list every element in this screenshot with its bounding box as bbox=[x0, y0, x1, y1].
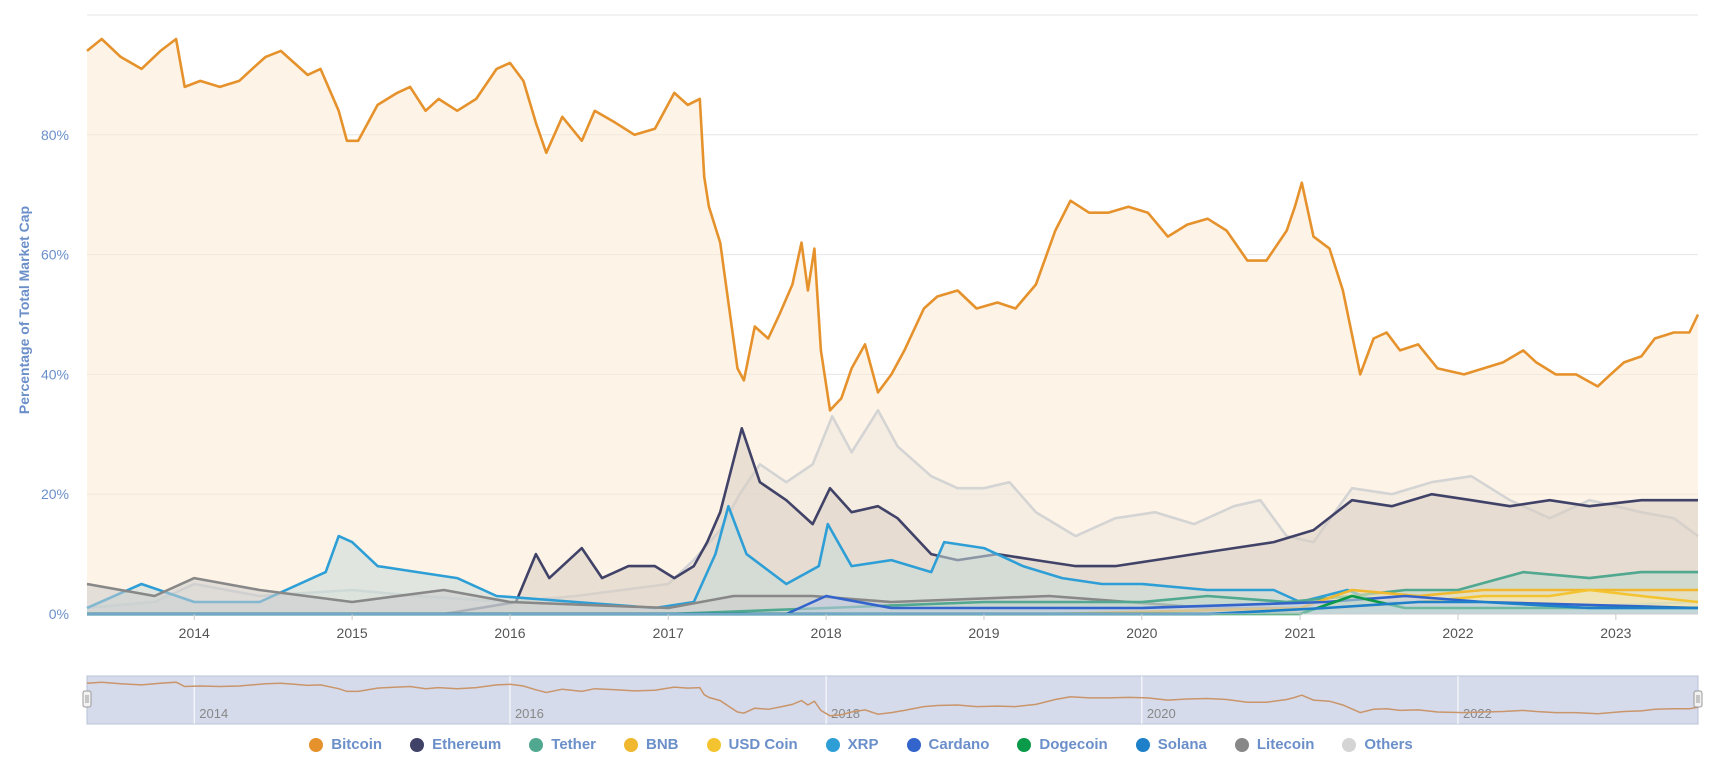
x-tick-label: 2023 bbox=[1600, 625, 1631, 641]
series-area bbox=[87, 578, 1698, 614]
legend-item-solana[interactable]: Solana bbox=[1135, 736, 1207, 753]
legend-dot-icon bbox=[1135, 737, 1150, 752]
series-area bbox=[87, 39, 1698, 614]
y-tick-label: 20% bbox=[41, 486, 69, 502]
series-ethereum[interactable] bbox=[87, 427, 1698, 616]
series-bitcoin[interactable] bbox=[86, 37, 1700, 614]
series-layer bbox=[86, 37, 1700, 616]
legend-label: USD Coin bbox=[728, 736, 798, 753]
legend-label: Tether bbox=[551, 736, 596, 753]
legend-item-others[interactable]: Others bbox=[1342, 736, 1413, 753]
legend-item-usd-coin[interactable]: USD Coin bbox=[706, 736, 798, 753]
market-cap-chart: 0% 20% 40% 60% 80% 2014 2015 2016 2017 2018 2019 20… bbox=[16, 14, 1703, 725]
legend-label: Bitcoin bbox=[331, 736, 383, 753]
y-tick-label: 40% bbox=[41, 366, 69, 382]
x-tick-label: 2022 bbox=[1442, 625, 1473, 641]
navigator-tick-label: 2022 bbox=[1463, 706, 1492, 721]
navigator-window[interactable] bbox=[86, 675, 1699, 725]
legend-dot-icon bbox=[410, 737, 425, 752]
x-tick-label: 2014 bbox=[179, 625, 210, 641]
legend-item-xrp[interactable]: XRP bbox=[825, 736, 879, 753]
legend-item-bnb[interactable]: BNB bbox=[624, 736, 679, 753]
legend-label: Solana bbox=[1157, 736, 1207, 753]
x-tick-label: 2015 bbox=[337, 625, 368, 641]
navigator[interactable]: 2014 2016 2018 2020 2022 bbox=[82, 675, 1703, 725]
legend-item-dogecoin[interactable]: Dogecoin bbox=[1017, 736, 1108, 753]
legend-item-cardano[interactable]: Cardano bbox=[906, 736, 990, 753]
x-tick-label: 2017 bbox=[653, 625, 684, 641]
navigator-handle-left[interactable] bbox=[82, 690, 92, 708]
legend-dot-icon bbox=[1234, 737, 1249, 752]
y-tick-label: 0% bbox=[49, 606, 69, 622]
legend-dot-icon bbox=[529, 737, 544, 752]
navigator-handle-right[interactable] bbox=[1693, 690, 1703, 708]
legend-label: Litecoin bbox=[1256, 736, 1315, 753]
legend-item-ethereum[interactable]: Ethereum bbox=[410, 736, 501, 753]
x-tick-label: 2020 bbox=[1126, 625, 1157, 641]
legend-label: Dogecoin bbox=[1039, 736, 1108, 753]
legend-item-tether[interactable]: Tether bbox=[529, 736, 596, 753]
navigator-series-line bbox=[86, 681, 1699, 717]
series-area bbox=[87, 602, 1698, 614]
legend-label: Others bbox=[1364, 736, 1413, 753]
legend-dot-icon bbox=[624, 737, 638, 752]
legend-dot-icon bbox=[825, 737, 840, 752]
navigator-tick-label: 2016 bbox=[515, 706, 544, 721]
y-tick-label: 80% bbox=[41, 127, 69, 143]
series-area bbox=[87, 428, 1698, 614]
legend-label: Ethereum bbox=[432, 736, 502, 753]
navigator-tick-label: 2020 bbox=[1147, 706, 1176, 721]
y-axis-title: Percentage of Total Market Cap bbox=[16, 206, 32, 414]
x-tick-label: 2019 bbox=[968, 625, 999, 641]
legend-item-litecoin[interactable]: Litecoin bbox=[1234, 736, 1315, 753]
legend-dot-icon bbox=[1342, 737, 1357, 752]
legend: Bitcoin Ethereum Tether BNB USD Coin XRP Carda… bbox=[0, 736, 1722, 753]
legend-dot-icon bbox=[906, 737, 921, 752]
legend-dot-icon bbox=[706, 737, 721, 752]
legend-dot-icon bbox=[1017, 737, 1032, 752]
legend-item-bitcoin[interactable]: Bitcoin bbox=[309, 736, 382, 753]
legend-label: BNB bbox=[646, 736, 679, 753]
series-line[interactable] bbox=[87, 427, 1698, 616]
x-tick-label: 2021 bbox=[1285, 625, 1316, 641]
legend-label: Cardano bbox=[928, 736, 990, 753]
series-line[interactable] bbox=[86, 504, 1699, 610]
x-tick-label: 2018 bbox=[811, 625, 842, 641]
legend-dot-icon bbox=[309, 737, 324, 752]
x-tick-label: 2016 bbox=[494, 625, 525, 641]
series-line[interactable] bbox=[87, 594, 1699, 616]
y-tick-label: 60% bbox=[41, 247, 69, 263]
series-line[interactable] bbox=[86, 37, 1700, 412]
navigator-tick-label: 2014 bbox=[199, 706, 228, 721]
axis-layer: 0% 20% 40% 60% 80% 2014 2015 2016 2017 2018 2019 20… bbox=[41, 127, 1698, 641]
legend-label: XRP bbox=[847, 736, 879, 753]
